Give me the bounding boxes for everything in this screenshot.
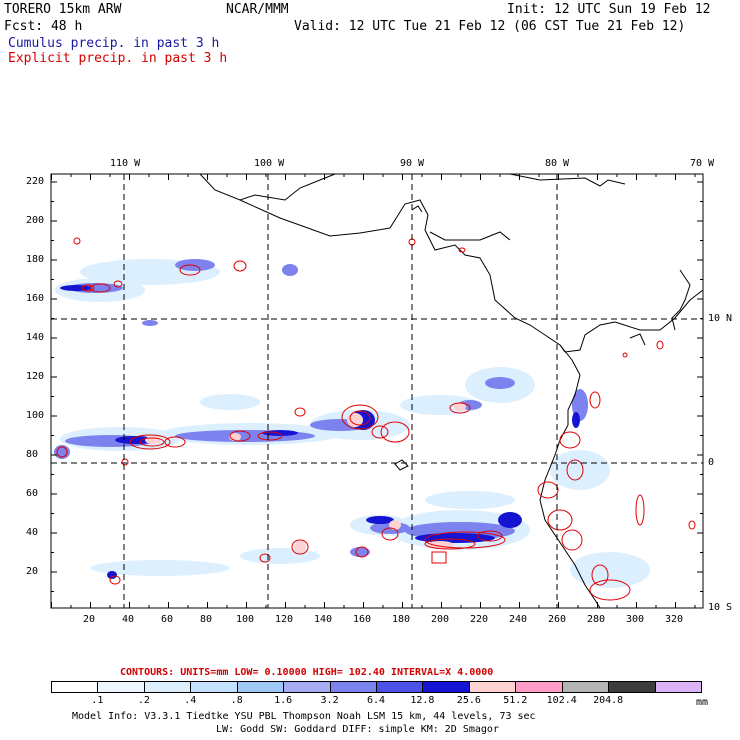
y-tick-label: 220 — [26, 176, 45, 187]
legend-swatch — [236, 681, 285, 693]
lon-label-110w: 110 W — [110, 158, 141, 169]
y-tick-label: 200 — [26, 215, 45, 226]
x-tick-label: 300 — [626, 614, 645, 625]
valid-time: Valid: 12 UTC Tue 21 Feb 12 (06 CST Tue … — [294, 19, 686, 34]
x-tick-label: 220 — [470, 614, 489, 625]
contour-info: CONTOURS: UNITS=mm LOW= 0.10000 HIGH= 10… — [120, 667, 494, 678]
latlon-grid — [51, 174, 703, 608]
x-tick-label: 320 — [665, 614, 684, 625]
x-tick-label: 280 — [587, 614, 606, 625]
legend-swatch — [329, 681, 377, 693]
y-tick-label: 140 — [26, 332, 45, 343]
explicit-contours — [56, 237, 696, 601]
lon-label-70w: 70 W — [690, 158, 715, 169]
legend-label: .2 — [137, 695, 150, 706]
x-tick-label: 40 — [122, 614, 135, 625]
y-tick-label: 60 — [26, 488, 39, 499]
model-info-line1: Model Info: V3.3.1 Tiedtke YSU PBL Thomp… — [72, 711, 536, 722]
x-tick-label: 160 — [353, 614, 372, 625]
y-tick-label: 160 — [26, 293, 45, 304]
org-label: NCAR/MMM — [226, 2, 289, 17]
x-tick-label: 100 — [236, 614, 255, 625]
y-tick-label: 180 — [26, 254, 45, 265]
y-tick-label: 100 — [26, 410, 45, 421]
legend-label: 6.4 — [366, 695, 386, 706]
legend-swatch — [561, 681, 610, 693]
legend-label: 102.4 — [546, 695, 577, 706]
explicit-legend-line: Explicit precip. in past 3 h — [8, 51, 228, 66]
legend-label: .1 — [91, 695, 104, 706]
x-tick-label: 180 — [392, 614, 411, 625]
lon-label-80w: 80 W — [545, 158, 570, 169]
legend-swatch — [654, 681, 702, 693]
lat-label-10n: 10 N — [708, 313, 733, 324]
coastlines — [199, 174, 703, 608]
legend-swatch — [190, 681, 238, 693]
forecast-hour: Fcst: 48 h — [4, 19, 83, 34]
lon-label-100w: 100 W — [254, 158, 285, 169]
y-tick-label: 120 — [26, 371, 45, 382]
legend-swatch — [97, 681, 145, 693]
x-tick-label: 260 — [548, 614, 567, 625]
legend-label: 12.8 — [410, 695, 435, 706]
legend-label: 1.6 — [274, 695, 293, 706]
legend-label: 204.8 — [593, 695, 624, 706]
x-tick-label: 200 — [431, 614, 450, 625]
lat-label-0: 0 — [708, 457, 715, 468]
y-tick-label: 20 — [26, 566, 39, 577]
legend-label: 25.6 — [456, 695, 481, 706]
legend-swatch — [143, 681, 192, 693]
axis-ticks — [51, 174, 703, 608]
legend-swatch — [283, 681, 331, 693]
lon-label-90w: 90 W — [400, 158, 425, 169]
x-tick-label: 140 — [314, 614, 333, 625]
legend-swatch — [608, 681, 656, 693]
legend-swatch — [515, 681, 563, 693]
legend-label: 51.2 — [503, 695, 528, 706]
model-info-line2: LW: Godd SW: Goddard DIFF: simple KM: 2D… — [216, 724, 499, 735]
cumulus-legend-line: Cumulus precip. in past 3 h — [8, 36, 220, 51]
x-tick-label: 240 — [509, 614, 528, 625]
legend-unit: mm — [696, 697, 709, 708]
legend-label: .4 — [184, 695, 197, 706]
x-tick-label: 80 — [200, 614, 213, 625]
x-tick-label: 120 — [275, 614, 294, 625]
precip-shading — [54, 259, 650, 588]
legend-swatch — [422, 681, 470, 693]
legend-swatch — [468, 681, 517, 693]
legend-label: .8 — [230, 695, 243, 706]
legend-swatch — [376, 681, 424, 693]
legend-label: 3.2 — [320, 695, 339, 706]
legend-swatch — [51, 681, 99, 693]
init-time: Init: 12 UTC Sun 19 Feb 12 — [507, 2, 711, 17]
model-title: TORERO 15km ARW — [4, 2, 122, 17]
y-tick-label: 80 — [26, 449, 39, 460]
x-tick-label: 60 — [161, 614, 174, 625]
x-tick-label: 20 — [83, 614, 96, 625]
y-tick-label: 40 — [26, 527, 39, 538]
plot-frame — [50, 173, 704, 609]
lat-label-10s: 10 S — [708, 602, 733, 613]
